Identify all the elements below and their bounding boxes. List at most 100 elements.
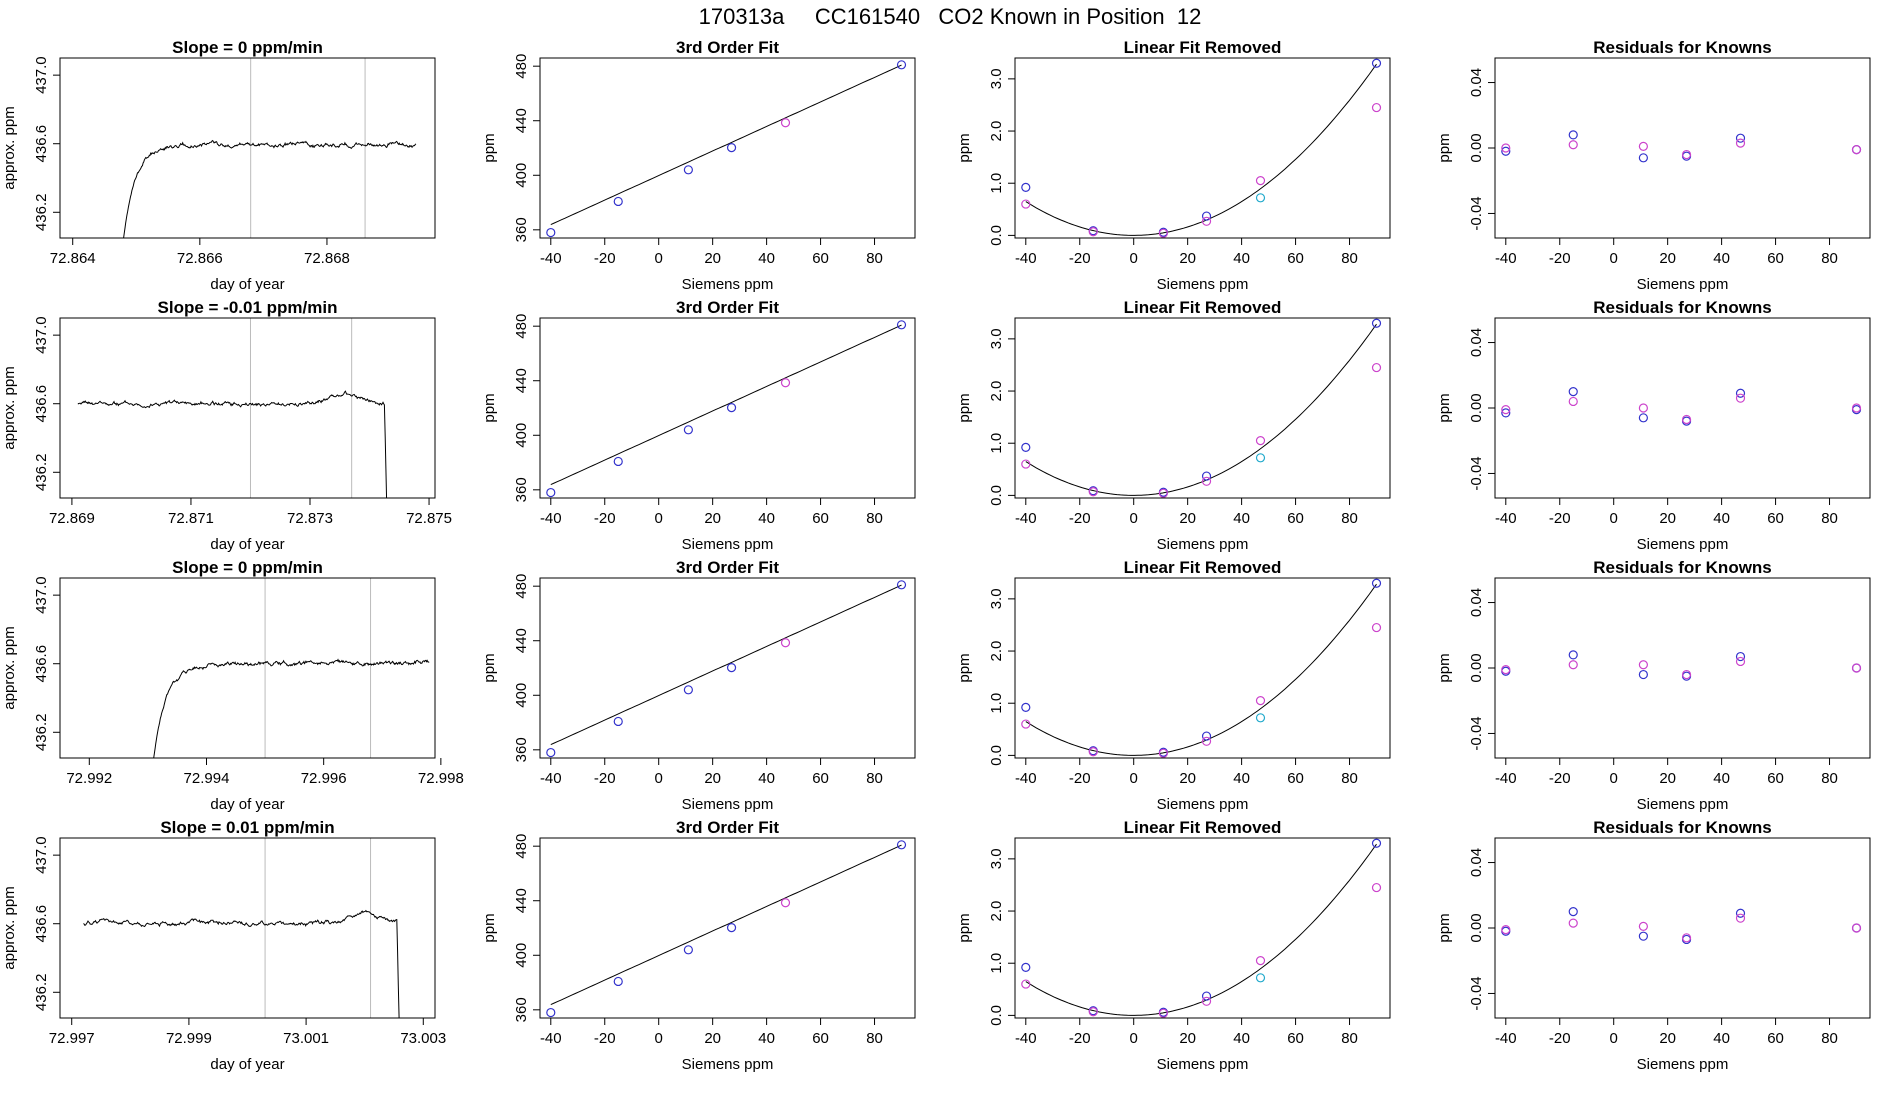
x-tick-label: 80: [1341, 1030, 1358, 1047]
panel-title: Residuals for Knowns: [1593, 818, 1772, 837]
x-tick-label: 80: [1341, 510, 1358, 527]
fit-curve: [1025, 583, 1377, 756]
x-tick-label: 60: [1767, 510, 1784, 527]
y-tick-label: 436.2: [33, 714, 50, 752]
x-tick-label: 60: [812, 770, 829, 787]
y-tick-label: 1.0: [988, 693, 1005, 714]
chart-panel-1-3: Linear Fit Removed Siemens ppm ppm -40 -20 0 2…: [956, 38, 1391, 293]
y-tick-label: 480: [513, 314, 530, 339]
y-tick-label: 1.0: [988, 433, 1005, 454]
y-tick-label: 437.0: [33, 836, 50, 874]
data-point: [1021, 702, 1031, 712]
data-point: [1158, 1008, 1168, 1018]
x-tick-label: 72.999: [166, 1030, 212, 1047]
y-tick-label: 360: [513, 217, 530, 242]
y-axis-label: approx. ppm: [1, 366, 18, 449]
y-tick-label: 440: [513, 628, 530, 653]
y-tick-label: 400: [513, 423, 530, 448]
x-tick-label: 20: [1179, 510, 1196, 527]
x-tick-label: 20: [1179, 250, 1196, 267]
x-tick-label: -40: [540, 510, 562, 527]
x-tick-label: -20: [1549, 250, 1571, 267]
y-tick-label: 436.2: [33, 194, 50, 232]
x-tick-label: 80: [1821, 510, 1838, 527]
data-point: [1501, 665, 1511, 675]
x-axis-label: Siemens ppm: [1637, 1056, 1729, 1073]
x-tick-label: 72.997: [49, 1030, 95, 1047]
data-point: [1255, 436, 1266, 446]
fit-curve: [1025, 323, 1377, 496]
plot-area: [546, 840, 907, 1018]
y-tick-label: 3.0: [988, 588, 1005, 609]
x-tick-label: 40: [1233, 510, 1250, 527]
x-tick-label: 80: [1341, 250, 1358, 267]
data-point: [1638, 669, 1648, 680]
data-point: [1255, 696, 1266, 706]
series-line: [123, 139, 417, 238]
x-tick-label: 0: [1130, 250, 1138, 267]
y-tick-label: 0.00: [1468, 393, 1485, 422]
y-tick-label: 0.00: [1468, 653, 1485, 682]
plot-area: [1501, 130, 1862, 163]
x-tick-label: 72.869: [49, 510, 95, 527]
x-tick-label: -40: [540, 250, 562, 267]
data-point: [1021, 962, 1031, 972]
data-point: [1568, 396, 1578, 407]
data-point: [1255, 453, 1266, 463]
x-tick-label: -20: [1069, 1030, 1091, 1047]
plot-frame: [1494, 57, 1871, 239]
x-tick-label: 72.996: [301, 770, 347, 787]
data-point: [1568, 387, 1578, 397]
y-tick-label: 360: [513, 477, 530, 502]
chart-panel-4-2: 3rd Order Fit Siemens ppm ppm -40 -20 0 20 40 60…: [481, 818, 916, 1073]
x-tick-label: 72.875: [406, 510, 452, 527]
x-tick-label: -20: [1549, 1030, 1571, 1047]
y-axis-label: ppm: [1436, 653, 1453, 682]
data-point: [1158, 488, 1168, 498]
x-tick-label: 20: [1179, 1030, 1196, 1047]
x-axis-label: Siemens ppm: [1157, 796, 1249, 813]
plot-area: [153, 578, 430, 758]
chart-panel-1-1: Slope = 0 ppm/min day of year approx. ppm 7…: [1, 38, 436, 293]
chart-panel-2-3: Linear Fit Removed Siemens ppm ppm -40 -20 0 2…: [956, 298, 1391, 553]
data-point: [1021, 979, 1031, 989]
data-point: [1681, 149, 1692, 160]
data-point: [1255, 973, 1266, 983]
data-point: [1735, 138, 1746, 148]
plot-frame: [539, 57, 916, 239]
plot-area: [546, 580, 907, 758]
x-tick-label: -20: [594, 1030, 616, 1047]
x-tick-label: 20: [704, 1030, 721, 1047]
chart-panel-3-3: Linear Fit Removed Siemens ppm ppm -40 -20 0 2…: [956, 558, 1391, 813]
plot-area: [546, 320, 907, 498]
x-tick-label: -40: [540, 1030, 562, 1047]
plot-area: [1501, 907, 1862, 945]
y-tick-label: 3.0: [988, 68, 1005, 89]
data-point: [1735, 656, 1746, 667]
data-point: [1851, 145, 1862, 155]
y-tick-label: 0.04: [1468, 588, 1485, 617]
data-point: [613, 196, 623, 207]
data-point: [1088, 747, 1098, 757]
y-tick-label: 400: [513, 683, 530, 708]
plot-area: [1501, 387, 1862, 426]
data-point: [1638, 403, 1648, 413]
data-point: [1088, 227, 1098, 237]
y-tick-label: 400: [513, 163, 530, 188]
fit-curve: [1025, 843, 1377, 1016]
y-tick-label: 0.00: [1468, 133, 1485, 162]
chart-panel-2-1: Slope = -0.01 ppm/min day of year approx. …: [1, 298, 452, 553]
panel-title: Linear Fit Removed: [1124, 818, 1282, 837]
y-axis-label: ppm: [481, 393, 498, 422]
data-point: [1681, 414, 1692, 425]
y-tick-label: 0.00: [1468, 913, 1485, 942]
data-point: [780, 378, 791, 388]
panel-title: Slope = 0 ppm/min: [172, 558, 323, 577]
x-tick-label: -40: [1015, 1030, 1037, 1047]
x-axis-label: day of year: [210, 536, 284, 553]
x-tick-label: -40: [1495, 770, 1517, 787]
x-tick-label: -40: [1495, 510, 1517, 527]
data-point: [896, 840, 907, 850]
data-point: [1201, 736, 1212, 746]
chart-panel-4-3: Linear Fit Removed Siemens ppm ppm -40 -20 0 2…: [956, 818, 1391, 1073]
